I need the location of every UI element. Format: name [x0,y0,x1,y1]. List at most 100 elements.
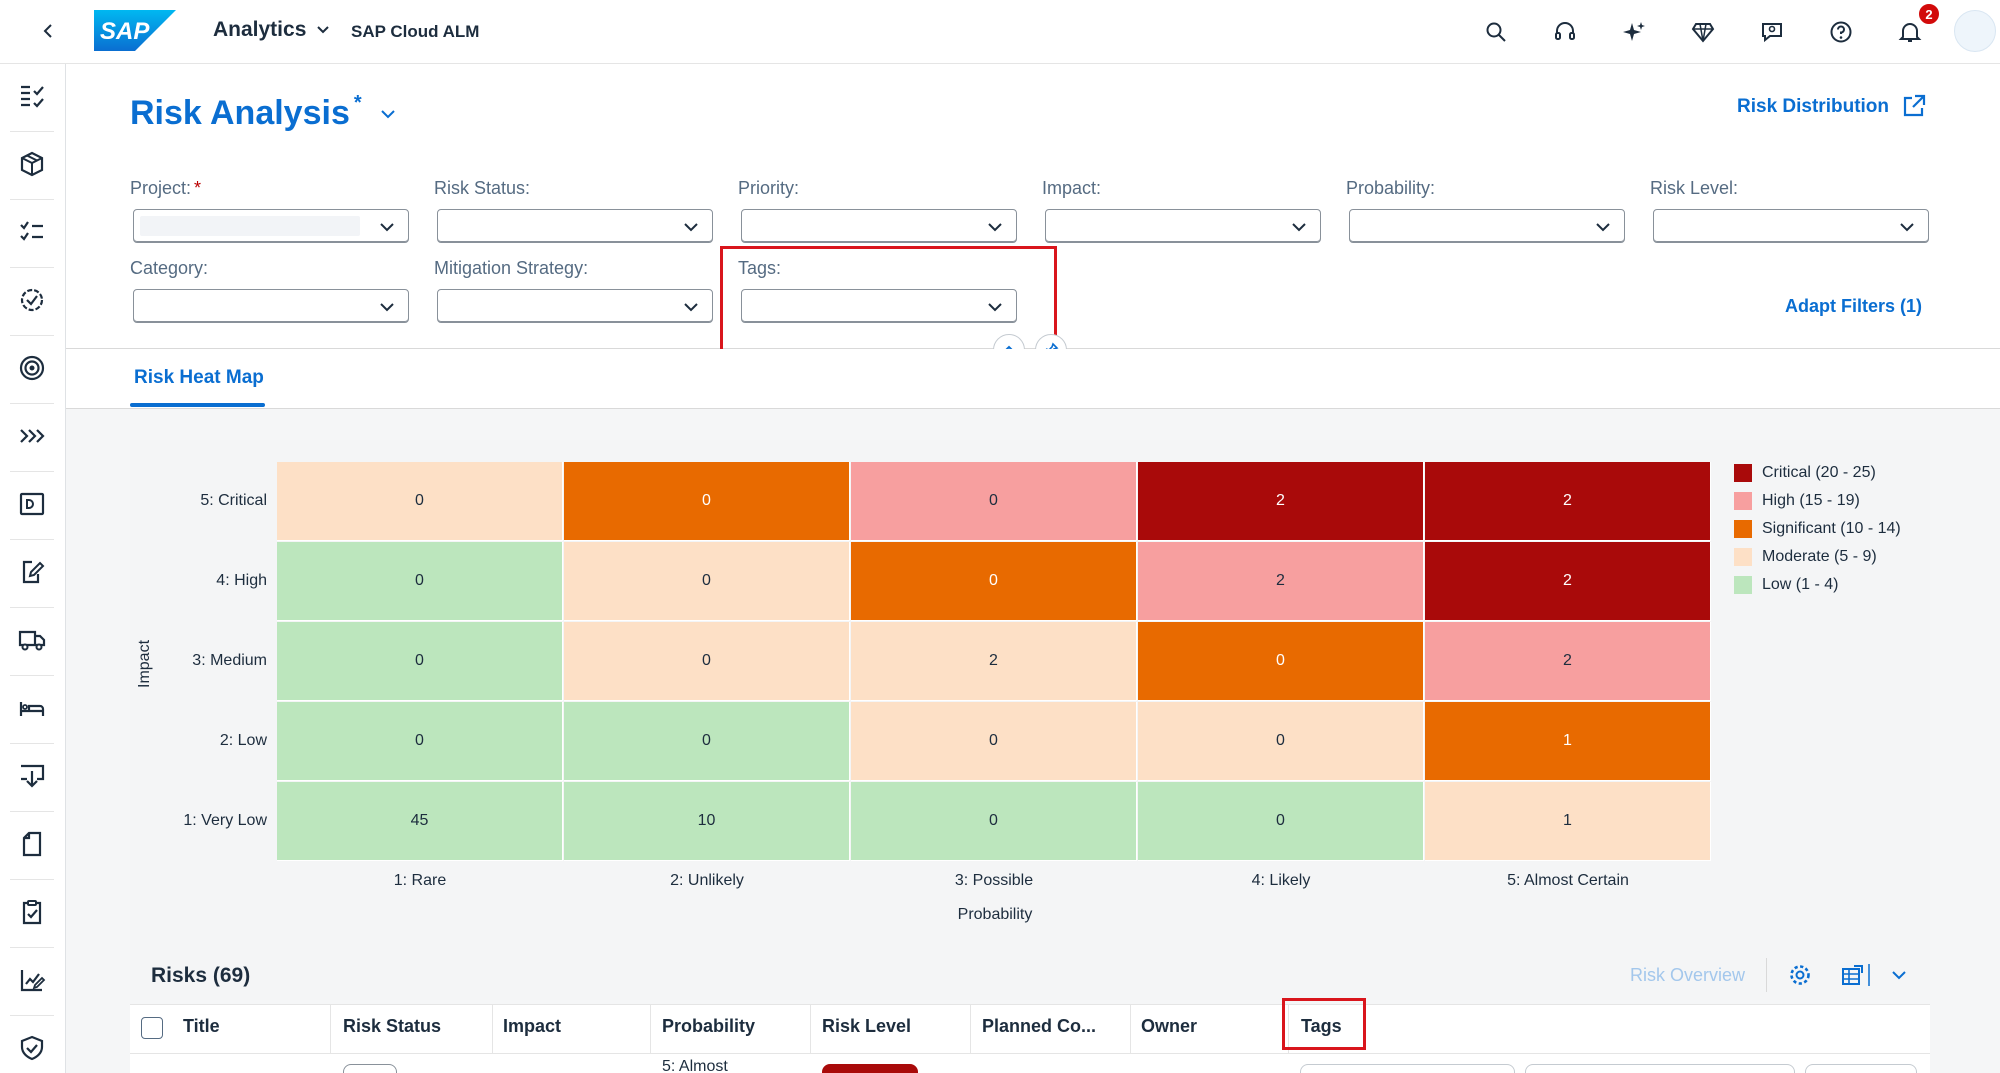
nav-requirements[interactable] [10,482,54,526]
heat-map-cell[interactable]: 0 [1138,702,1424,781]
toolbar-separator [1766,958,1767,992]
legend-swatch [1734,548,1752,566]
table-settings-button[interactable] [1786,961,1814,989]
heat-map-cell[interactable]: 2 [1425,462,1711,541]
heat-map-cell[interactable]: 0 [564,542,850,621]
column-header[interactable]: Risk Status [343,1016,442,1036]
mitigation-strategy-filter-label: Mitigation Strategy: [434,258,589,278]
heat-map-cell[interactable]: 2 [1425,542,1711,621]
mitigation-strategy-filter-select[interactable] [437,289,713,323]
column-separator [330,1004,331,1054]
heat-map-cell[interactable]: 10 [564,782,850,861]
heat-map-cell[interactable]: 0 [1138,782,1424,861]
what-new-button[interactable] [1686,15,1720,49]
tab-risk-heat-map[interactable]: Risk Heat Map [134,367,264,388]
column-separator [970,1004,971,1054]
nav-hypercare[interactable] [10,686,54,730]
risk-overview-button[interactable]: Risk Overview [1630,965,1746,985]
chevron-down-icon [1892,971,1906,980]
heat-map-cell[interactable]: 1 [1425,702,1711,781]
nav-packages[interactable] [10,142,54,186]
probability-filter-select[interactable] [1349,209,1625,243]
risk-status-filter-select[interactable] [437,209,713,243]
priority-filter-select[interactable] [741,209,1017,243]
app-switcher[interactable]: Analytics [213,18,330,42]
tag-token [1300,1064,1515,1073]
select-all-checkbox[interactable] [141,1017,163,1039]
variant-title[interactable]: Risk Analysis * [130,92,396,133]
nav-imports[interactable] [10,754,54,798]
heat-map-cell[interactable]: 0 [564,702,850,781]
search-button[interactable] [1479,15,1513,49]
legend-label: Moderate (5 - 9) [1762,548,1877,565]
x-axis-title: Probability [957,906,1033,923]
user-avatar[interactable] [1954,10,1996,52]
impact-filter-select[interactable] [1045,209,1321,243]
heat-map-cell[interactable]: 2 [1138,462,1424,541]
heat-map-cell[interactable]: 0 [277,622,563,701]
heat-map-cell[interactable]: 0 [851,542,1137,621]
column-header[interactable]: Planned Co... [982,1016,1097,1036]
x-tick-label: 2: Unlikely [670,872,744,889]
feedback-button[interactable] [1755,15,1789,49]
nav-documents[interactable] [10,550,54,594]
x-tick-label: 5: Almost Certain [1507,872,1629,889]
bed-icon [19,702,45,716]
column-header[interactable]: Risk Level [822,1016,912,1036]
nav-overview[interactable] [10,74,54,118]
column-header[interactable]: Impact [503,1016,562,1036]
heat-map-cell[interactable]: 2 [1138,542,1424,621]
column-header[interactable]: Owner [1141,1016,1198,1036]
x-tick-label: 4: Likely [1251,872,1311,889]
chevron-down-icon [988,223,1002,232]
y-tick-label: 4: High [216,572,267,589]
legend-label: Significant (10 - 14) [1762,520,1901,537]
heat-map-cell[interactable]: 1 [1425,782,1711,861]
export-button[interactable] [1838,961,1866,989]
joule-button[interactable] [1617,15,1651,49]
nav-process[interactable] [10,414,54,458]
export-menu-button[interactable] [1885,961,1913,989]
nav-targets[interactable] [10,346,54,390]
shell-bar: SAP Analytics SAP Cloud ALM 2 [0,0,2000,64]
risk-distribution-link[interactable]: Risk Distribution [1737,96,1890,117]
adapt-filters-button[interactable]: Adapt Filters (1) [1785,296,1923,316]
risk-level-filter-select[interactable] [1653,209,1929,243]
help-button[interactable] [1824,15,1858,49]
sap-logo[interactable]: SAP [94,10,176,51]
heat-map-cell[interactable]: 0 [277,542,563,621]
nav-tasks[interactable] [10,210,54,254]
project-filter-select[interactable] [133,209,409,243]
nav-analytics[interactable] [10,958,54,1002]
heat-map-cell[interactable]: 0 [564,462,850,541]
share-icon[interactable] [1900,92,1928,120]
nav-quality[interactable] [10,278,54,322]
column-header[interactable]: Title [183,1016,220,1036]
heat-map-cell[interactable]: 2 [1425,622,1711,701]
support-button[interactable] [1548,15,1582,49]
heat-map-cell[interactable]: 0 [1138,622,1424,701]
y-tick-label: 1: Very Low [183,812,267,829]
heat-map-cell[interactable]: 0 [564,622,850,701]
nav-files[interactable] [10,822,54,866]
tags-filter-select[interactable] [741,289,1017,323]
risks-table-header [130,1004,1930,1054]
notifications-button[interactable] [1893,15,1927,49]
risk-level-badge [822,1064,918,1073]
column-header[interactable]: Probability [662,1016,756,1036]
chevron-down-icon [1292,223,1306,232]
heat-map-cell[interactable]: 0 [851,782,1137,861]
nav-security[interactable] [10,1026,54,1070]
heat-map-cell[interactable]: 0 [851,462,1137,541]
heat-map-cell[interactable]: 0 [277,462,563,541]
column-header[interactable]: Tags [1301,1016,1342,1036]
category-filter-select[interactable] [133,289,409,323]
heat-map-cell[interactable]: 45 [277,782,563,861]
heat-map-cell[interactable]: 0 [851,702,1137,781]
edit-doc-icon [22,560,45,584]
heat-map-cell[interactable]: 2 [851,622,1137,701]
heat-map-cell[interactable]: 0 [277,702,563,781]
nav-deployment[interactable] [10,618,54,662]
nav-approvals[interactable] [10,890,54,934]
back-button[interactable] [36,18,62,44]
